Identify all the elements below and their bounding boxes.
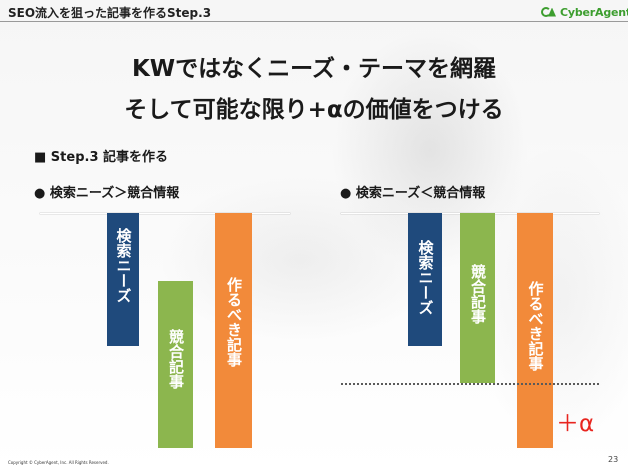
step-label: ■ Step.3 記事を作る (34, 150, 169, 165)
right-bar-target-article-label: 作るべき記事 (526, 281, 545, 371)
headline-line-2: そして可能な限り+αの価値をつける (124, 97, 504, 123)
right-bar-competitor-articles-label: 競合記事 (469, 264, 487, 324)
headline-line-1: KWではなくニーズ・テーマを網羅 (131, 56, 497, 82)
slide-header-title: SEO流入を狙った記事を作るStep.3 (8, 6, 212, 20)
right-bar-target-article: 作るべき記事 (517, 213, 553, 448)
right-chart-label: ● 検索ニーズ＜競合情報 (340, 186, 486, 201)
right-bar-search-needs-label: 検索ニーズ (416, 240, 435, 315)
left-bar-competitor-articles: 競合記事 (158, 281, 193, 448)
left-bar-competitor-articles-label: 競合記事 (167, 329, 185, 389)
left-chart-label: ● 検索ニーズ＞競合情報 (34, 186, 180, 201)
right-bar-competitor-articles: 競合記事 (460, 213, 495, 383)
logo-text: CyberAgent (560, 6, 628, 19)
left-bar-search-needs: 検索ニーズ (107, 213, 139, 346)
right-bar-search-needs: 検索ニーズ (408, 213, 442, 346)
left-bar-search-needs-label: 検索ニーズ (114, 228, 133, 303)
left-bar-target-article: 作るべき記事 (215, 213, 252, 448)
cyberagent-logo: CyberAgent (541, 6, 628, 19)
copyright-text: Copyright © CyberAgent, Inc. All Rights … (8, 460, 109, 465)
left-chart-baseline (40, 213, 290, 214)
left-bar-target-article-label: 作るべき記事 (225, 277, 243, 367)
plus-alpha-label: ＋α (556, 411, 595, 437)
header-divider (0, 21, 628, 22)
page-number: 23 (608, 455, 619, 464)
competitor-level-dotted-line (341, 383, 599, 385)
cyberagent-logo-icon (541, 6, 557, 19)
